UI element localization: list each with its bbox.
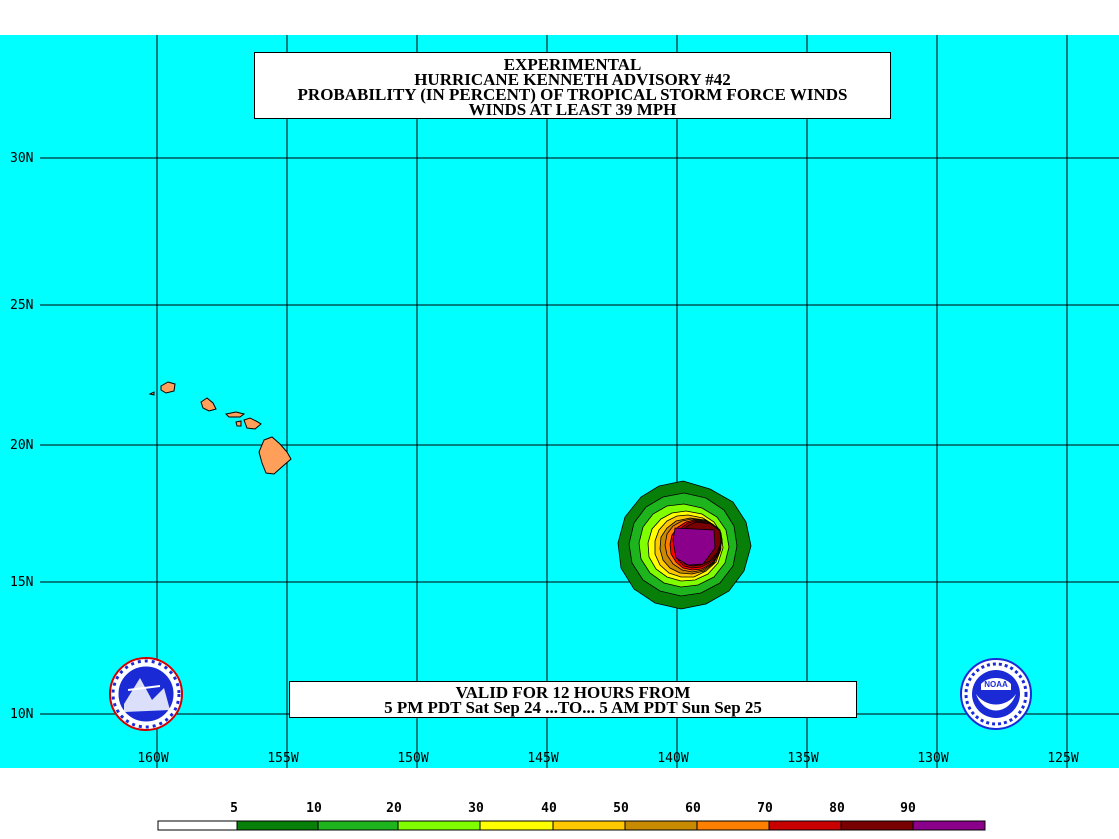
title-box: EXPERIMENTAL HURRICANE KENNETH ADVISORY … <box>254 52 891 119</box>
legend-swatch <box>157 820 238 831</box>
lon-label: 135W <box>787 751 818 766</box>
lat-label: 30N <box>10 151 33 166</box>
noaa-logo: NOAA <box>960 658 1032 730</box>
legend-swatch <box>768 820 842 831</box>
legend-label: 90 <box>900 801 916 816</box>
legend-label: 30 <box>468 801 484 816</box>
legend-label: 80 <box>829 801 845 816</box>
legend-label: 5 <box>230 801 238 816</box>
title-line: WINDS AT LEAST 39 MPH <box>468 100 677 119</box>
title-line: HURRICANE KENNETH ADVISORY #42 <box>414 70 731 89</box>
legend-swatch <box>397 820 481 831</box>
lon-label: 125W <box>1047 751 1078 766</box>
lon-label: 145W <box>527 751 558 766</box>
valid-time-box: VALID FOR 12 HOURS FROM 5 PM PDT Sat Sep… <box>289 681 857 718</box>
lon-label: 150W <box>397 751 428 766</box>
lon-label: 140W <box>657 751 688 766</box>
legend-swatch <box>552 820 626 831</box>
legend-swatch <box>317 820 399 831</box>
island-lanai <box>235 420 242 427</box>
lat-label: 20N <box>10 438 33 453</box>
island-oahu <box>200 397 217 412</box>
island-niihau <box>148 391 155 396</box>
legend-swatch <box>236 820 319 831</box>
title-line: EXPERIMENTAL <box>503 55 642 74</box>
lon-label: 130W <box>917 751 948 766</box>
legend-swatch <box>840 820 914 831</box>
nws-logo <box>109 657 183 731</box>
svg-text:NOAA: NOAA <box>984 680 1008 689</box>
lat-lon-grid <box>40 35 1119 768</box>
island-hawaii <box>258 436 292 475</box>
title-line: PROBABILITY (IN PERCENT) OF TROPICAL STO… <box>297 85 848 104</box>
legend-label: 40 <box>541 801 557 816</box>
valid-line: VALID FOR 12 HOURS FROM <box>455 683 691 702</box>
legend-colorbar <box>157 820 986 831</box>
contour-max <box>672 527 716 566</box>
legend-label: 50 <box>613 801 629 816</box>
hawaiian-islands <box>148 381 292 475</box>
lat-label: 10N <box>10 707 33 722</box>
island-molokai <box>224 411 246 418</box>
island-kauai <box>160 381 176 394</box>
lat-label: 25N <box>10 298 33 313</box>
legend-swatch <box>912 820 986 831</box>
lon-label: 155W <box>267 751 298 766</box>
lat-label: 15N <box>10 575 33 590</box>
ocean-area <box>0 35 1119 768</box>
legend-label: 60 <box>685 801 701 816</box>
legend-label: 10 <box>306 801 322 816</box>
legend-label: 70 <box>757 801 773 816</box>
island-maui <box>243 417 262 430</box>
probability-contours <box>617 480 752 610</box>
legend-swatch <box>479 820 554 831</box>
valid-line: 5 PM PDT Sat Sep 24 ...TO... 5 AM PDT Su… <box>384 698 762 717</box>
legend-swatch <box>696 820 770 831</box>
legend-swatch <box>624 820 698 831</box>
legend-label: 20 <box>386 801 402 816</box>
lon-label: 160W <box>137 751 168 766</box>
